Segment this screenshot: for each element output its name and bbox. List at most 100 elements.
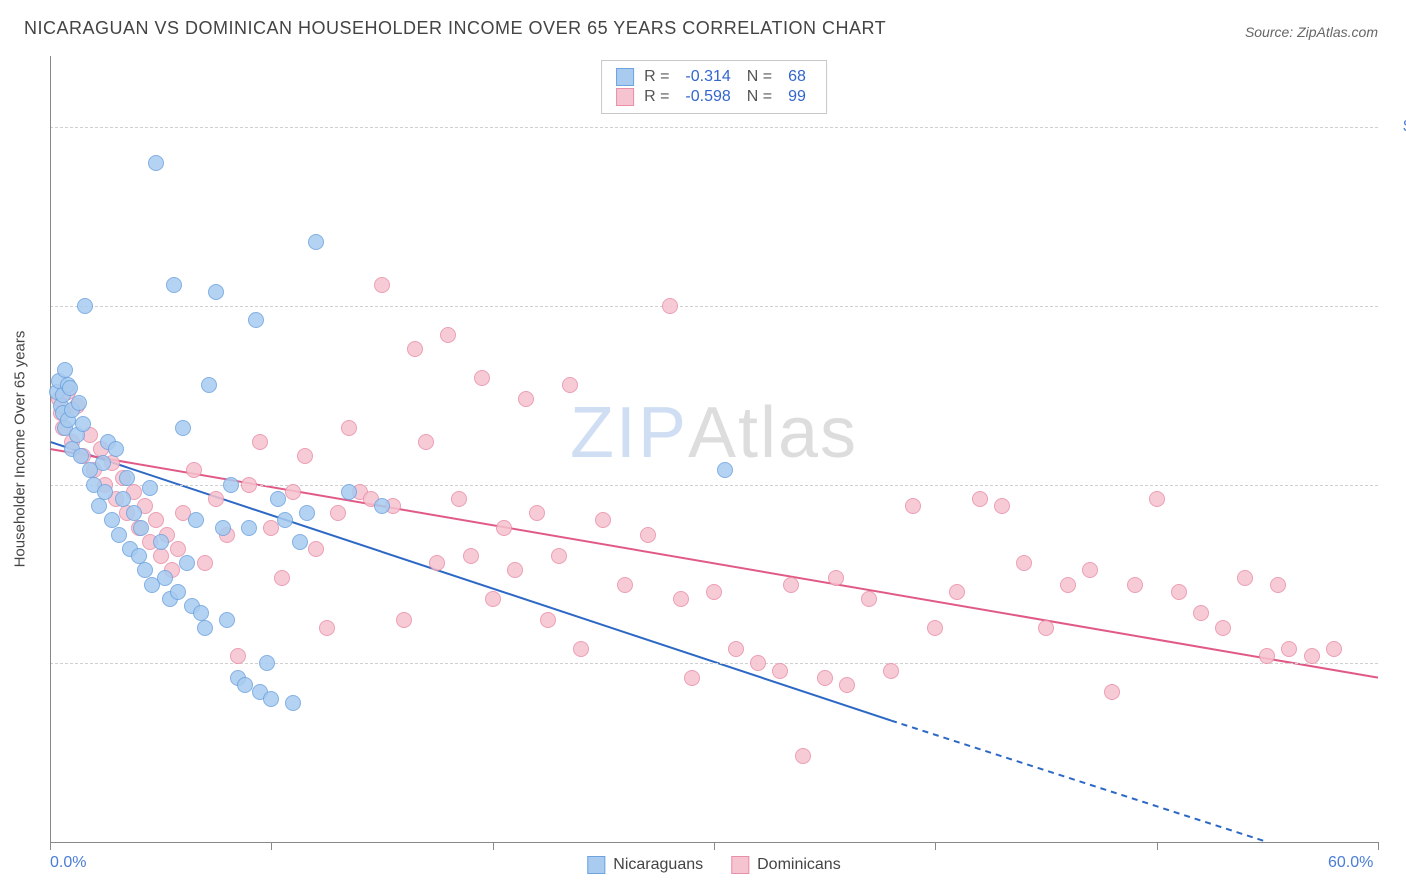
- data-point-nicaraguans: [153, 534, 169, 550]
- data-point-dominicans: [1104, 684, 1120, 700]
- data-point-dominicans: [684, 670, 700, 686]
- data-point-dominicans: [170, 541, 186, 557]
- data-point-nicaraguans: [248, 312, 264, 328]
- data-point-nicaraguans: [263, 691, 279, 707]
- regression-lines: [50, 56, 1378, 842]
- data-point-nicaraguans: [73, 448, 89, 464]
- data-point-dominicans: [1038, 620, 1054, 636]
- data-point-dominicans: [208, 491, 224, 507]
- legend-label-nicaraguans: Nicaraguans: [613, 856, 703, 874]
- data-point-dominicans: [839, 677, 855, 693]
- data-point-dominicans: [440, 327, 456, 343]
- data-point-dominicans: [1237, 570, 1253, 586]
- r-label: R =: [644, 68, 669, 86]
- data-point-dominicans: [451, 491, 467, 507]
- swatch-nicaraguans: [616, 68, 634, 86]
- data-point-dominicans: [474, 370, 490, 386]
- data-point-dominicans: [1082, 562, 1098, 578]
- data-point-dominicans: [197, 555, 213, 571]
- data-point-dominicans: [1270, 577, 1286, 593]
- data-point-dominicans: [341, 420, 357, 436]
- n-value-dominicans: 99: [788, 88, 806, 106]
- data-point-nicaraguans: [197, 620, 213, 636]
- data-point-dominicans: [330, 505, 346, 521]
- data-point-nicaraguans: [215, 520, 231, 536]
- gridline: [50, 663, 1378, 664]
- data-point-nicaraguans: [166, 277, 182, 293]
- data-point-nicaraguans: [75, 416, 91, 432]
- data-point-nicaraguans: [292, 534, 308, 550]
- data-point-dominicans: [595, 512, 611, 528]
- data-point-nicaraguans: [237, 677, 253, 693]
- data-point-dominicans: [1193, 605, 1209, 621]
- data-point-dominicans: [374, 277, 390, 293]
- stats-legend: R = -0.314 N = 68 R = -0.598 N = 99: [601, 60, 827, 114]
- data-point-nicaraguans: [223, 477, 239, 493]
- data-point-dominicans: [662, 298, 678, 314]
- data-point-nicaraguans: [374, 498, 390, 514]
- x-tick: [1378, 842, 1379, 850]
- data-point-nicaraguans: [170, 584, 186, 600]
- data-point-nicaraguans: [175, 420, 191, 436]
- x-tick: [271, 842, 272, 850]
- data-point-dominicans: [418, 434, 434, 450]
- regression-line: [50, 442, 891, 721]
- data-point-nicaraguans: [208, 284, 224, 300]
- data-point-dominicans: [407, 341, 423, 357]
- data-point-dominicans: [529, 505, 545, 521]
- data-point-nicaraguans: [308, 234, 324, 250]
- data-point-dominicans: [507, 562, 523, 578]
- y-tick-label: $100,000: [1384, 118, 1406, 136]
- data-point-dominicans: [994, 498, 1010, 514]
- data-point-dominicans: [153, 548, 169, 564]
- data-point-dominicans: [828, 570, 844, 586]
- data-point-dominicans: [396, 612, 412, 628]
- gridline: [50, 306, 1378, 307]
- data-point-nicaraguans: [95, 455, 111, 471]
- data-point-dominicans: [617, 577, 633, 593]
- data-point-dominicans: [285, 484, 301, 500]
- data-point-dominicans: [1326, 641, 1342, 657]
- x-tick: [493, 842, 494, 850]
- data-point-dominicans: [573, 641, 589, 657]
- data-point-dominicans: [1281, 641, 1297, 657]
- x-tick: [714, 842, 715, 850]
- data-point-dominicans: [750, 655, 766, 671]
- data-point-nicaraguans: [285, 695, 301, 711]
- data-point-dominicans: [429, 555, 445, 571]
- data-point-nicaraguans: [259, 655, 275, 671]
- data-point-dominicans: [186, 462, 202, 478]
- data-point-dominicans: [485, 591, 501, 607]
- data-point-dominicans: [148, 512, 164, 528]
- regression-line: [891, 721, 1267, 842]
- data-point-nicaraguans: [62, 380, 78, 396]
- stats-row-nicaraguans: R = -0.314 N = 68: [616, 67, 812, 87]
- data-point-nicaraguans: [277, 512, 293, 528]
- data-point-dominicans: [949, 584, 965, 600]
- source-attribution: Source: ZipAtlas.com: [1245, 24, 1378, 40]
- data-point-dominicans: [673, 591, 689, 607]
- data-point-dominicans: [297, 448, 313, 464]
- data-point-nicaraguans: [341, 484, 357, 500]
- data-point-dominicans: [640, 527, 656, 543]
- data-point-dominicans: [319, 620, 335, 636]
- data-point-dominicans: [518, 391, 534, 407]
- data-point-dominicans: [241, 477, 257, 493]
- data-point-dominicans: [252, 434, 268, 450]
- data-point-dominicans: [1060, 577, 1076, 593]
- data-point-dominicans: [1259, 648, 1275, 664]
- data-point-dominicans: [230, 648, 246, 664]
- data-point-nicaraguans: [188, 512, 204, 528]
- n-value-nicaraguans: 68: [788, 68, 806, 86]
- data-point-nicaraguans: [179, 555, 195, 571]
- data-point-dominicans: [972, 491, 988, 507]
- data-point-dominicans: [496, 520, 512, 536]
- x-tick: [50, 842, 51, 850]
- x-tick: [1157, 842, 1158, 850]
- n-label: N =: [747, 88, 772, 106]
- x-tick: [935, 842, 936, 850]
- data-point-nicaraguans: [717, 462, 733, 478]
- data-point-nicaraguans: [91, 498, 107, 514]
- chart-title: NICARAGUAN VS DOMINICAN HOUSEHOLDER INCO…: [24, 18, 886, 39]
- data-point-nicaraguans: [133, 520, 149, 536]
